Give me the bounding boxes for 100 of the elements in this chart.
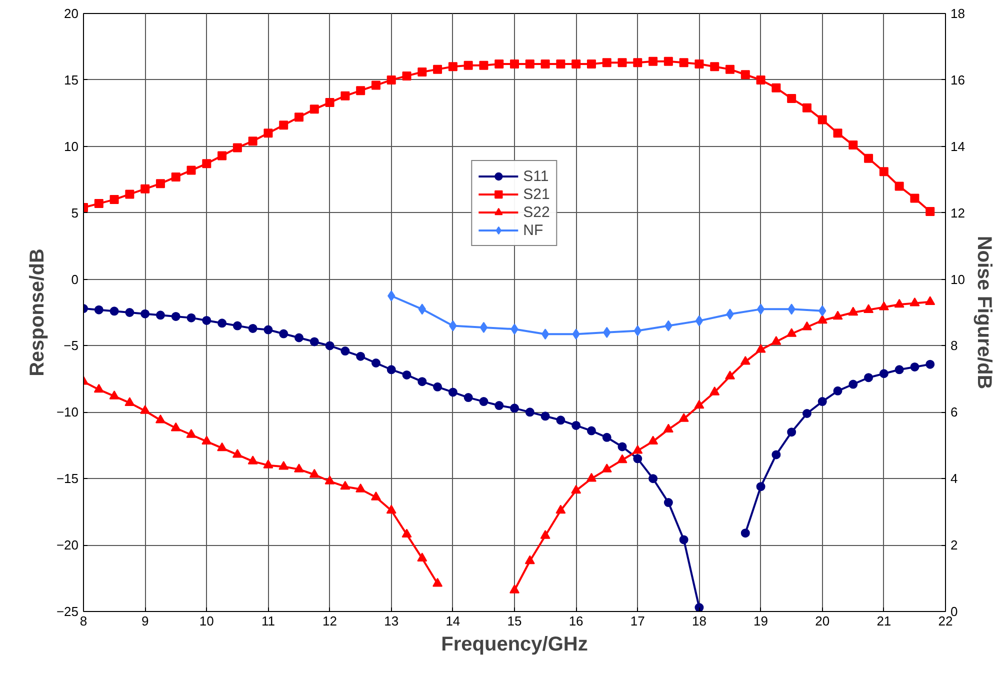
point — [294, 333, 304, 342]
point — [926, 360, 935, 369]
point — [109, 390, 120, 400]
point — [556, 60, 566, 68]
point — [832, 310, 843, 320]
point — [771, 336, 782, 345]
point — [448, 388, 458, 397]
point — [125, 308, 134, 317]
point — [325, 98, 334, 108]
y-axis-title: Response/dB — [26, 248, 48, 376]
x-tick-label: 19 — [754, 614, 768, 628]
point — [633, 454, 642, 464]
point — [310, 337, 319, 346]
point — [386, 365, 396, 374]
point — [433, 382, 442, 392]
y-tick-label: −5 — [64, 338, 79, 354]
y-tick-label: −10 — [56, 404, 79, 420]
y2-tick-label: 6 — [950, 404, 958, 420]
y-tick-label: 0 — [71, 272, 79, 287]
point — [663, 424, 674, 433]
y2-tick-label: 18 — [950, 6, 965, 21]
point — [356, 484, 366, 492]
point — [110, 306, 119, 316]
point — [140, 184, 150, 194]
point — [926, 207, 935, 216]
point — [186, 429, 196, 438]
point — [202, 159, 212, 168]
point — [725, 370, 735, 380]
point — [710, 62, 720, 72]
point — [263, 460, 274, 468]
point — [232, 448, 242, 458]
point — [140, 405, 150, 414]
y-tick-label: 10 — [64, 138, 79, 154]
point — [124, 397, 135, 406]
y2-axis-title: Noise Figure/dB — [972, 236, 995, 390]
x-tick-label: 16 — [568, 614, 584, 628]
point — [910, 362, 920, 372]
point — [602, 58, 612, 68]
point — [556, 504, 566, 514]
point — [556, 416, 566, 425]
point — [618, 58, 627, 68]
point — [340, 480, 350, 490]
point — [910, 194, 920, 203]
point — [817, 314, 828, 324]
point — [418, 67, 427, 76]
x-tick-label: 17 — [630, 614, 645, 628]
point — [848, 380, 858, 389]
y2-tick-label: 0 — [950, 604, 958, 619]
point — [679, 535, 688, 544]
y2-tick-label: 8 — [950, 338, 958, 354]
point — [602, 464, 612, 472]
point — [386, 75, 396, 84]
point — [894, 298, 904, 308]
x-axis-title: Frequency/GHz — [441, 634, 588, 656]
x-tick-label: 11 — [261, 614, 275, 628]
point — [402, 71, 412, 80]
point — [480, 322, 488, 333]
point — [402, 370, 412, 380]
point — [833, 128, 842, 138]
point — [878, 301, 889, 310]
point — [772, 83, 781, 92]
x-tick-label: 8 — [80, 614, 88, 628]
point — [648, 56, 658, 66]
y2-tick-label: 4 — [950, 471, 958, 486]
y2-tick-label: 16 — [950, 72, 965, 88]
point — [156, 310, 165, 320]
point — [356, 86, 366, 96]
y-tick-label: −25 — [56, 604, 79, 619]
point — [494, 401, 504, 410]
point — [94, 199, 104, 208]
point — [818, 115, 827, 124]
point — [417, 552, 428, 562]
point — [602, 432, 612, 442]
point — [464, 60, 473, 70]
point — [571, 484, 582, 494]
point — [572, 60, 581, 68]
point — [279, 329, 288, 338]
point — [418, 377, 427, 386]
point — [324, 476, 335, 484]
point — [679, 58, 688, 68]
point — [879, 167, 888, 176]
point — [140, 309, 150, 318]
x-tick-label: 15 — [507, 614, 522, 628]
point — [94, 305, 104, 314]
point — [756, 344, 766, 353]
point — [371, 358, 380, 368]
y2-tick-label: 14 — [950, 138, 965, 154]
point — [910, 298, 920, 306]
point — [278, 460, 289, 470]
point — [248, 456, 258, 464]
legend-label: NF — [523, 221, 544, 239]
point — [864, 154, 874, 163]
point — [648, 436, 658, 444]
point — [664, 498, 673, 508]
y2-tick-label: 12 — [950, 205, 965, 220]
point — [694, 400, 704, 409]
point — [894, 365, 904, 374]
point — [510, 404, 519, 413]
point — [694, 60, 704, 68]
point — [110, 195, 119, 204]
